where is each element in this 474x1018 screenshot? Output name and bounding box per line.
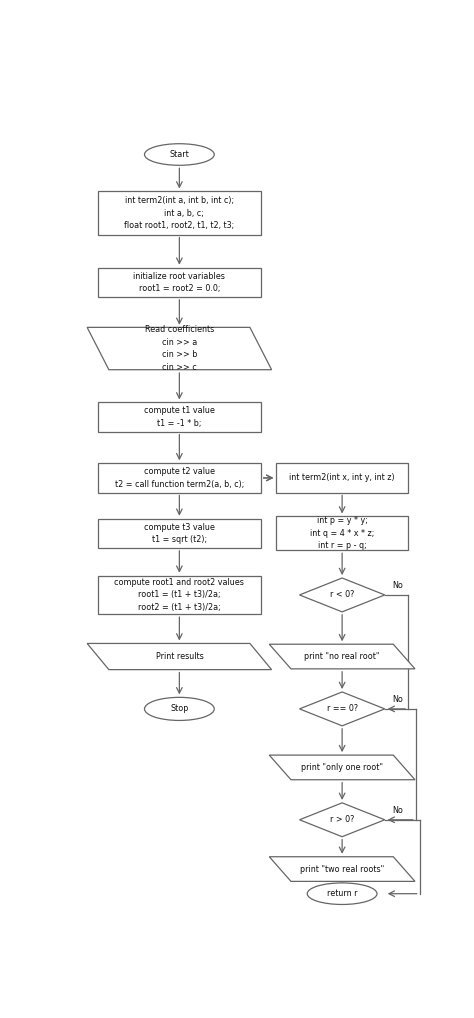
Text: print "only one root": print "only one root": [301, 762, 383, 772]
Text: compute t3 value
t1 = sqrt (t2);: compute t3 value t1 = sqrt (t2);: [144, 522, 215, 544]
Text: int term2(int a, int b, int c);
    int a, b, c;
float root1, root2, t1, t2, t3;: int term2(int a, int b, int c); int a, b…: [124, 196, 235, 230]
Text: No: No: [392, 581, 403, 590]
Ellipse shape: [145, 697, 214, 721]
Text: No: No: [392, 806, 403, 815]
Bar: [98, 519, 261, 548]
Text: r > 0?: r > 0?: [330, 815, 354, 825]
Polygon shape: [269, 857, 415, 882]
Bar: [98, 576, 261, 614]
Text: Print results: Print results: [155, 653, 203, 661]
Polygon shape: [300, 803, 385, 837]
Text: int term2(int x, int y, int z): int term2(int x, int y, int z): [289, 473, 395, 483]
Polygon shape: [300, 578, 385, 612]
Text: r < 0?: r < 0?: [330, 590, 354, 600]
Ellipse shape: [145, 144, 214, 165]
Text: compute t1 value
t1 = -1 * b;: compute t1 value t1 = -1 * b;: [144, 406, 215, 428]
Text: compute root1 and root2 values
root1 = (t1 + t3)/2a;
root2 = (t1 + t3)/2a;: compute root1 and root2 values root1 = (…: [114, 578, 244, 612]
Text: return r: return r: [327, 889, 357, 898]
Text: print "two real roots": print "two real roots": [300, 864, 384, 873]
Bar: [98, 463, 261, 493]
Text: initialize root variables
root1 = root2 = 0.0;: initialize root variables root1 = root2 …: [134, 272, 225, 293]
Polygon shape: [300, 692, 385, 726]
Polygon shape: [269, 644, 415, 669]
Text: Stop: Stop: [170, 704, 189, 714]
Bar: [276, 463, 408, 493]
Bar: [276, 516, 408, 551]
Polygon shape: [269, 755, 415, 780]
Bar: [98, 191, 261, 234]
Polygon shape: [87, 328, 272, 370]
Polygon shape: [87, 643, 272, 670]
Ellipse shape: [307, 883, 377, 904]
Bar: [98, 402, 261, 432]
Text: int p = y * y;
int q = 4 * x * z;
int r = p - q;: int p = y * y; int q = 4 * x * z; int r …: [310, 516, 374, 551]
Text: Start: Start: [170, 150, 189, 159]
Text: r == 0?: r == 0?: [327, 704, 358, 714]
Text: Read coefficients
cin >> a
cin >> b
cin >> c: Read coefficients cin >> a cin >> b cin …: [145, 326, 214, 372]
Text: compute t2 value
t2 = call function term2(a, b, c);: compute t2 value t2 = call function term…: [115, 467, 244, 489]
Bar: [98, 268, 261, 297]
Text: No: No: [392, 695, 403, 704]
Text: print "no real root": print "no real root": [304, 653, 380, 661]
